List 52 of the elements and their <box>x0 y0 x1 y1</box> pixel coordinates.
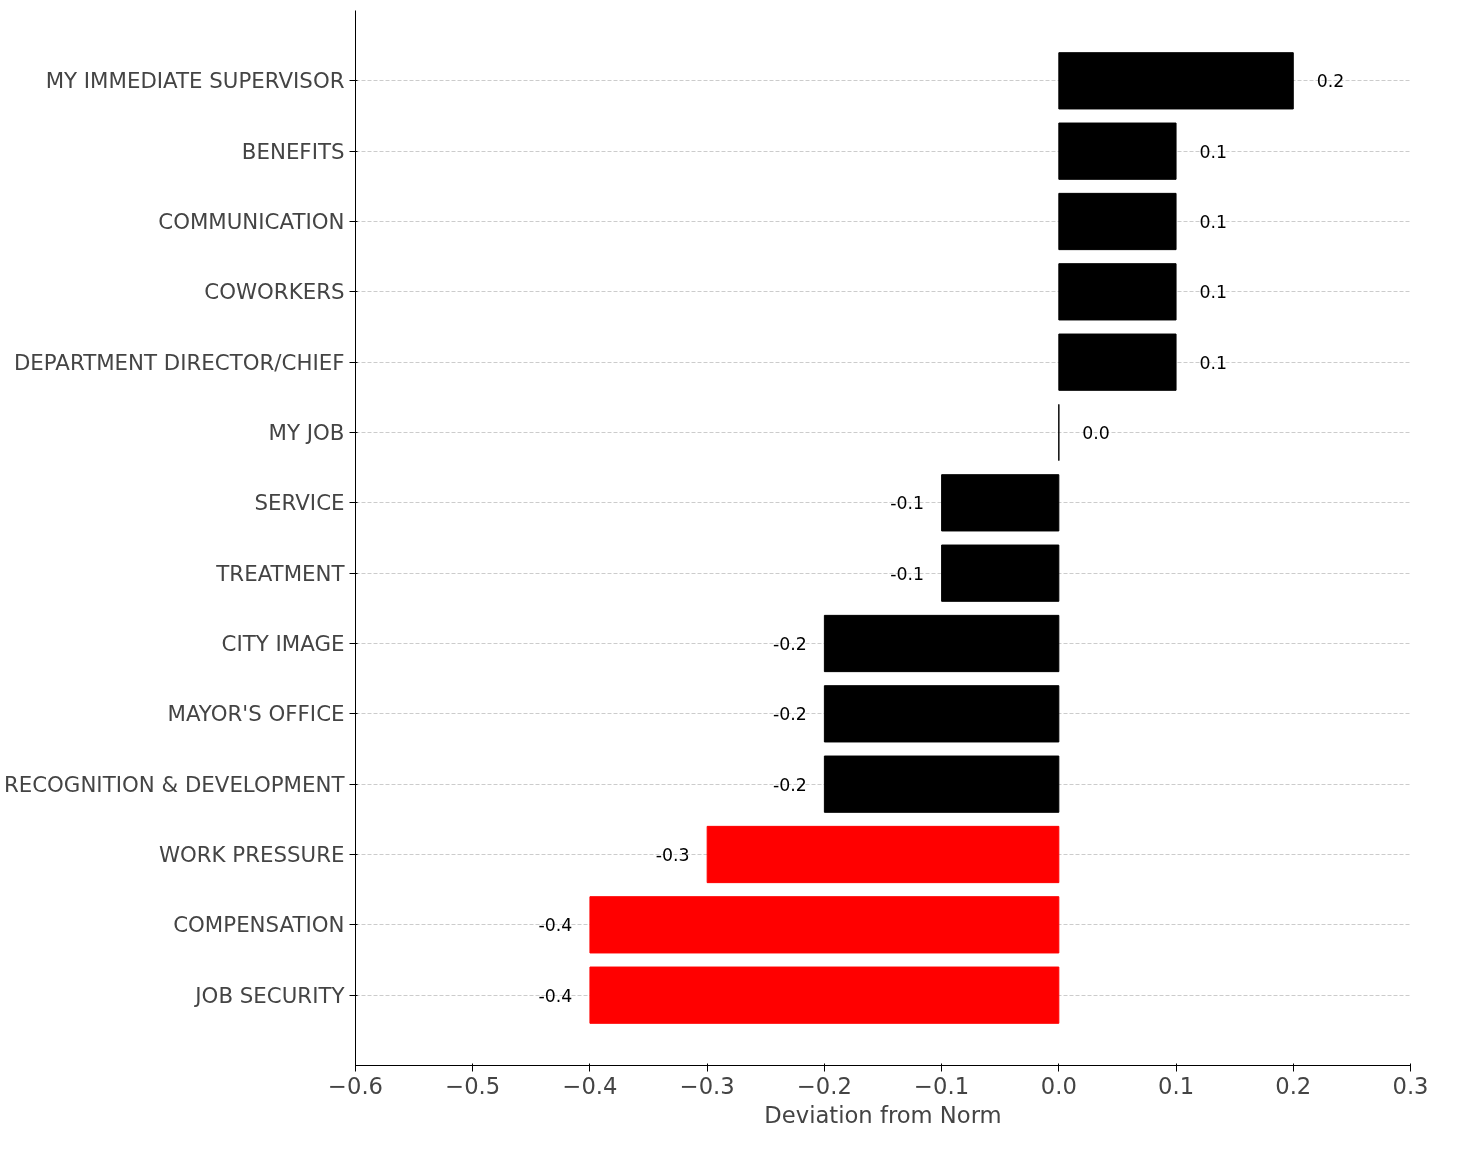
data-label: 0.1 <box>1199 141 1228 162</box>
y-tick-label: COWORKERS <box>204 279 345 305</box>
x-tick-label: 0.2 <box>1275 1072 1312 1099</box>
y-tick-label: MY IMMEDIATE SUPERVISOR <box>45 68 345 94</box>
y-tick-label: DEPARTMENT DIRECTOR/CHIEF <box>13 349 345 375</box>
y-tick-label: TREATMENT <box>215 560 346 586</box>
x-tick-label: 0.0 <box>1040 1072 1077 1099</box>
bar <box>1058 192 1177 251</box>
bar <box>589 966 1060 1024</box>
bar <box>941 474 1060 532</box>
y-tick-label: COMPENSATION <box>173 912 345 938</box>
data-label: -0.2 <box>773 774 807 795</box>
y-tick-label: JOB SECURITY <box>193 982 346 1008</box>
y-tick-label: MY JOB <box>268 420 345 445</box>
x-axis-title: Deviation from Norm <box>764 1101 1002 1128</box>
data-label: 0.2 <box>1316 71 1345 92</box>
bar <box>1058 333 1177 391</box>
x-tick-label: −0.2 <box>796 1072 852 1099</box>
bar <box>1058 263 1177 321</box>
bar <box>1058 122 1177 180</box>
data-label: -0.3 <box>655 845 690 865</box>
x-tick-label: −0.4 <box>562 1072 618 1099</box>
data-label: 0.1 <box>1199 212 1228 232</box>
data-label: 0.0 <box>1082 423 1110 443</box>
x-tick-label: 0.3 <box>1392 1072 1429 1099</box>
y-tick-label: CITY IMAGE <box>221 631 345 656</box>
data-label: 0.1 <box>1199 352 1228 373</box>
x-tick-label: 0.1 <box>1158 1072 1195 1099</box>
x-tick-label: −0.5 <box>445 1072 501 1099</box>
bar <box>823 685 1060 743</box>
data-label: -0.1 <box>890 563 925 584</box>
y-tick-label: BENEFITS <box>241 138 345 164</box>
data-label: -0.4 <box>538 985 573 1006</box>
y-tick-label: RECOGNITION & DEVELOPMENT <box>3 771 346 797</box>
data-label: -0.2 <box>773 634 807 654</box>
y-tick-label: MAYOR'S OFFICE <box>167 701 345 727</box>
x-tick-label: −0.1 <box>914 1072 970 1099</box>
bar <box>1058 52 1294 110</box>
data-label: 0.1 <box>1199 282 1228 303</box>
y-tick-label: COMMUNICATION <box>158 209 345 234</box>
data-label: -0.2 <box>773 704 807 725</box>
y-tick-label: WORK PRESSURE <box>158 842 345 867</box>
data-label: -0.1 <box>890 493 925 514</box>
bar <box>823 755 1060 813</box>
bar <box>706 825 1060 884</box>
bar <box>589 896 1060 954</box>
bar <box>941 544 1060 602</box>
bar <box>823 614 1060 673</box>
x-tick-label: −0.3 <box>679 1072 735 1099</box>
y-tick-label: SERVICE <box>254 490 345 516</box>
data-label: -0.4 <box>538 915 573 936</box>
x-tick-label: −0.6 <box>327 1072 384 1099</box>
